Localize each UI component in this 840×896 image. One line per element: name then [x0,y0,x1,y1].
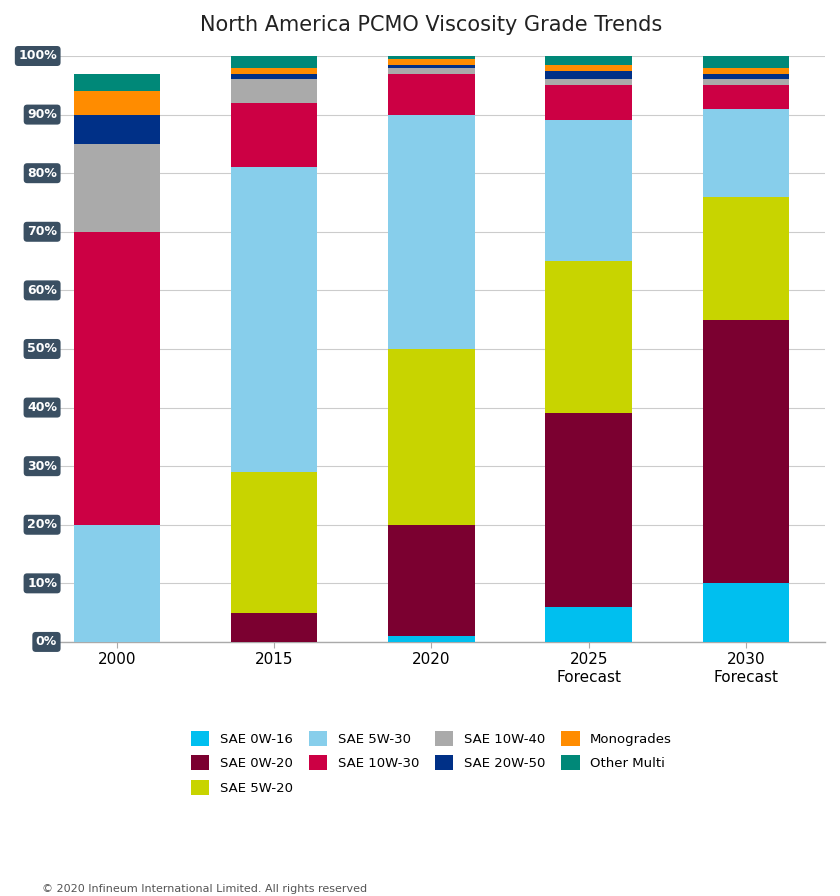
Bar [388,636,475,642]
Text: 100%: 100% [18,49,57,63]
Bar [231,80,318,103]
Bar [388,73,475,115]
Text: 50%: 50% [27,342,57,356]
Text: 20%: 20% [27,518,57,531]
Bar [703,320,790,583]
Bar [545,413,632,607]
Bar [388,68,475,73]
Text: 10%: 10% [27,577,57,590]
Text: 90%: 90% [27,108,57,121]
Text: 80%: 80% [27,167,57,180]
Bar [231,73,318,80]
Bar [231,56,318,68]
Legend: SAE 0W-16, SAE 0W-20, SAE 5W-20, SAE 5W-30, SAE 10W-30, SAE 10W-40, SAE 20W-50, : SAE 0W-16, SAE 0W-20, SAE 5W-20, SAE 5W-… [191,730,672,795]
Bar [703,583,790,642]
Bar [388,59,475,65]
Bar [74,232,160,525]
Bar [231,613,318,642]
Title: North America PCMO Viscosity Grade Trends: North America PCMO Viscosity Grade Trend… [200,15,663,35]
Text: 0%: 0% [36,635,57,649]
Bar [545,85,632,120]
Bar [545,120,632,261]
Bar [703,108,790,196]
Bar [545,261,632,413]
Bar [388,65,475,68]
Bar [703,73,790,80]
Bar [74,91,160,115]
Bar [388,115,475,349]
Bar [388,525,475,636]
Text: 70%: 70% [27,225,57,238]
Bar [388,349,475,525]
Bar [545,80,632,85]
Bar [703,196,790,320]
Bar [703,56,790,68]
Text: 60%: 60% [27,284,57,297]
Bar [545,65,632,71]
Text: 30%: 30% [27,460,57,473]
Bar [545,71,632,80]
Text: 40%: 40% [27,401,57,414]
Bar [545,56,632,65]
Bar [231,68,318,73]
Bar [231,168,318,472]
Bar [231,472,318,613]
Bar [74,144,160,232]
Bar [703,85,790,108]
Bar [703,80,790,85]
Bar [74,73,160,91]
Bar [74,525,160,642]
Bar [74,115,160,144]
Bar [231,103,318,168]
Text: © 2020 Infineum International Limited. All rights reserved: © 2020 Infineum International Limited. A… [42,883,367,893]
Bar [703,68,790,73]
Bar [545,607,632,642]
Bar [388,56,475,59]
